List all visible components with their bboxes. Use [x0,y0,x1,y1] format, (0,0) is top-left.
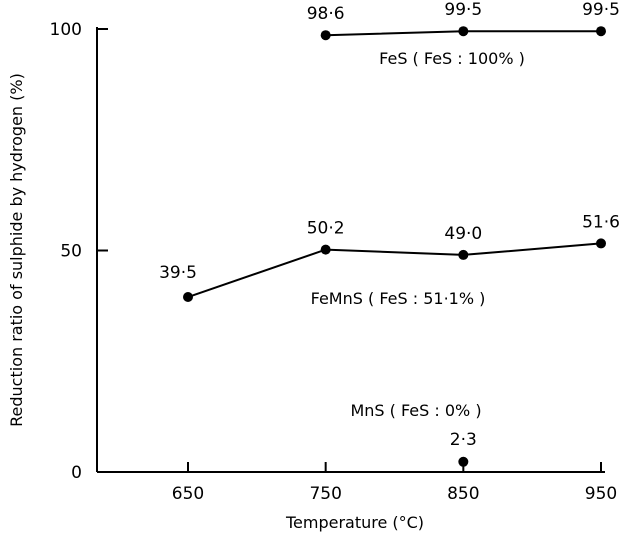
y-axis-label: Reduction ratio of sulphide by hydrogen … [7,73,26,427]
y-tick-label-0: 0 [71,463,82,483]
series-name-2: MnS ( FeS : 0% ) [350,401,481,420]
series-name-0: FeS ( FeS : 100% ) [379,49,525,68]
y-tick-label-100: 100 [50,20,82,40]
x-tick-label-850: 850 [447,484,479,504]
data-label-1-2: 49·0 [444,224,482,244]
data-point-1-2 [458,249,469,260]
data-point-2-0 [458,456,469,467]
series-name-1: FeMnS ( FeS : 51·1% ) [311,289,486,308]
data-label-0-0: 98·6 [307,4,345,24]
data-point-0-1 [458,26,469,37]
series-2: 2·3 MnS ( FeS : 0% ) [350,401,482,467]
data-label-1-1: 50·2 [307,219,345,239]
series-line-1 [187,242,602,298]
data-label-2-0: 2·3 [450,430,477,450]
x-tick-label-650: 650 [172,484,204,504]
data-label-1-3: 51·6 [582,212,620,232]
data-point-0-2 [596,26,606,37]
x-tick-label-750: 750 [309,484,341,504]
x-tick-label-950: 950 [585,484,617,504]
data-point-0-0 [320,30,331,41]
data-point-1-0 [183,292,193,303]
ticks [97,28,602,473]
data-label-0-1: 99·5 [444,0,482,20]
data-point-1-3 [596,238,606,249]
x-axis-label: Temperature (°C) [285,513,424,532]
tick-labels: 0 50 100 650 750 850 950 [50,20,618,504]
data-point-1-1 [320,244,331,255]
y-tick-label-50: 50 [60,242,82,262]
data-label-1-0: 39·5 [159,263,197,283]
series-0: 98·6 99·5 99·5 FeS ( FeS : 100% ) [307,0,620,68]
series: 98·6 99·5 99·5 FeS ( FeS : 100% ) 39·5 50·2 49… [159,0,620,467]
series-1: 39·5 50·2 49·0 51·6 FeMnS ( FeS : 51·1% ) [159,212,620,308]
data-label-0-2: 99·5 [582,0,620,20]
